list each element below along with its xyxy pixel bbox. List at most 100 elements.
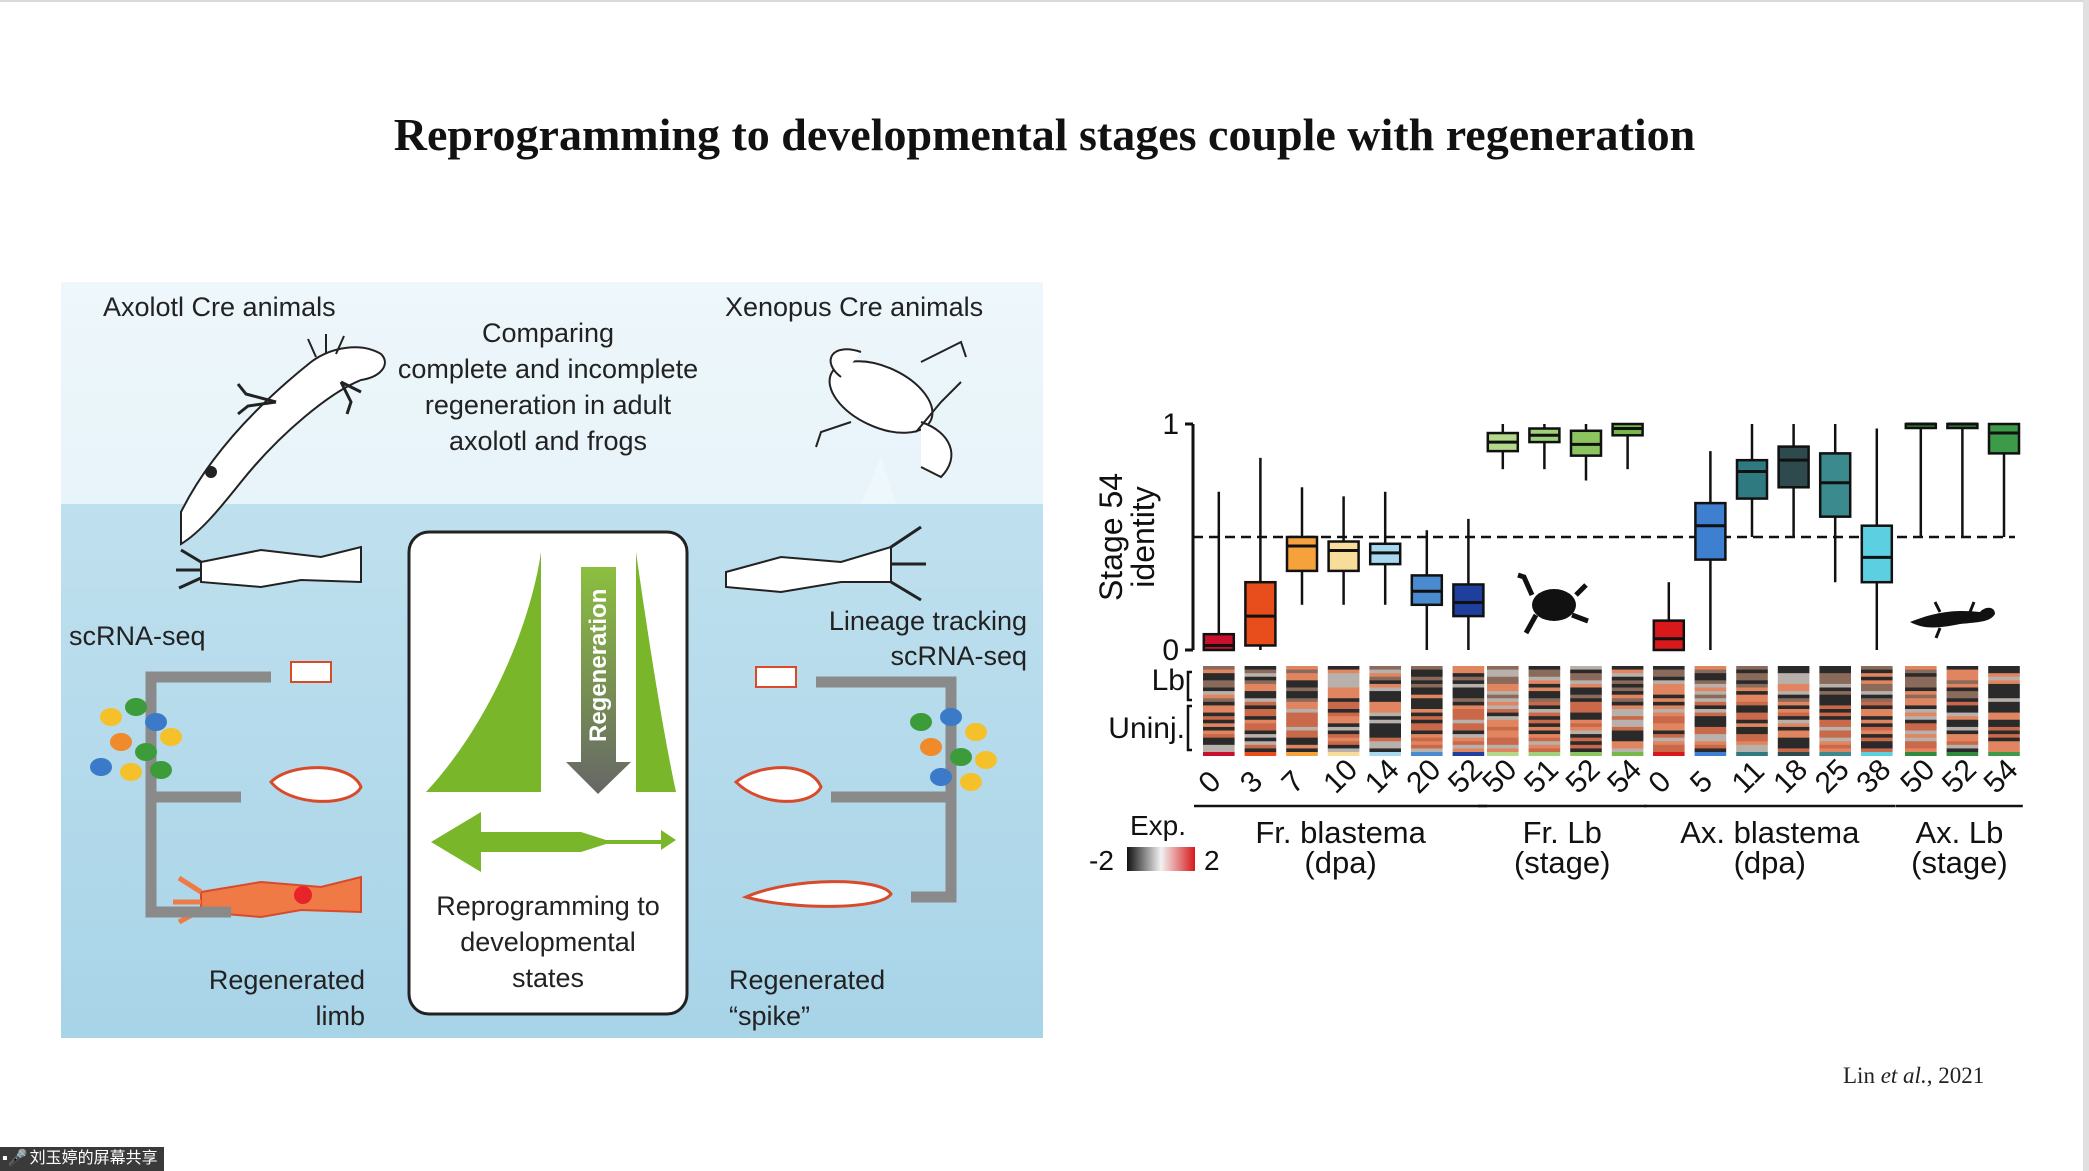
heatmap-cell: [1570, 744, 1602, 749]
heatmap-cell: [1988, 716, 2020, 721]
heatmap-cell: [1244, 716, 1277, 721]
heatmap-cell: [1946, 730, 1979, 735]
heatmap-cell: [1819, 698, 1851, 703]
heatmap-cell: [1736, 680, 1768, 685]
heatmap-cell: [1452, 737, 1485, 742]
heatmap-cell: [1988, 712, 2020, 717]
heatmap-cell: [1905, 716, 1937, 721]
axolotl-icon: [180, 334, 386, 546]
heatmap-cell: [1452, 694, 1485, 699]
heatmap-cell: [1988, 741, 2020, 746]
heatmap-cell: [1411, 726, 1443, 731]
heatmap-cell: [1819, 734, 1851, 739]
heatmap-cell: [1487, 673, 1519, 678]
heatmap-cell: [1736, 744, 1768, 749]
heatmap-color-strip: [1570, 752, 1602, 756]
heatmap-cell: [1203, 698, 1235, 703]
heatmap-cell: [1327, 730, 1360, 735]
heatmap-cell: [1777, 687, 1810, 692]
heatmap-cell: [1411, 698, 1443, 703]
heatmap-cell: [1286, 741, 1318, 746]
heatmap-cell: [1327, 698, 1360, 703]
heatmap-cell: [1861, 744, 1893, 749]
heatmap-cell: [1570, 737, 1602, 742]
heatmap-cell: [1452, 709, 1485, 714]
heatmap-cell: [1203, 694, 1235, 699]
heatmap-cell: [1286, 734, 1318, 739]
heatmap-cell: [1286, 680, 1318, 685]
heatmap-cell: [1369, 712, 1401, 717]
heatmap-column-3-54: [1988, 666, 2020, 756]
heatmap-cell: [1653, 737, 1685, 742]
heatmap-cell: [1286, 723, 1318, 728]
heatmap-cell: [1244, 701, 1277, 706]
heatmap-cell: [1528, 744, 1561, 749]
heatmap-cell: [1905, 680, 1937, 685]
category-label-3-50: 50: [1894, 753, 1941, 800]
heatmap-cell: [1570, 691, 1602, 696]
heatmap-cell: [1487, 716, 1519, 721]
heatmap-cell: [1988, 726, 2020, 731]
box-body: [1652, 619, 1686, 652]
heatmap-cell: [1528, 737, 1561, 742]
heatmap-color-strip: [1411, 752, 1443, 756]
heatmap-cell: [1244, 748, 1277, 753]
heatmap-cell: [1777, 716, 1810, 721]
regenerated-limb-line-1: Regenerated: [209, 965, 365, 995]
heatmap-column-3-50: [1905, 666, 1937, 756]
heatmap-cell: [1988, 705, 2020, 710]
heatmap-cell: [1611, 734, 1644, 739]
heatmap-cell: [1411, 676, 1443, 681]
heatmap-cell: [1244, 691, 1277, 696]
group-label-2-line-1: Ax. blastema: [1680, 815, 1860, 850]
heatmap-cell: [1694, 709, 1727, 714]
heatmap-cell: [1411, 680, 1443, 685]
box-body: [1735, 458, 1769, 500]
heatmap-cell: [1487, 730, 1519, 735]
heatmap-cell: [1452, 748, 1485, 753]
regeneration-wedge-right: [636, 552, 676, 792]
heatmap-cell: [1244, 673, 1277, 678]
heatmap-cell: [1327, 719, 1360, 724]
heatmap-cell: [1203, 701, 1235, 706]
heatmap-cell: [1286, 676, 1318, 681]
heatmap-column-0-7: [1286, 666, 1318, 756]
heatmap-column-1-51: [1528, 666, 1561, 756]
heatmap-cell: [1611, 669, 1644, 674]
heatmap-cell: [1653, 680, 1685, 685]
heatmap-cell: [1369, 730, 1401, 735]
heatmap-cell: [1570, 705, 1602, 710]
heatmap-cell: [1411, 701, 1443, 706]
heatmap-cell: [1286, 666, 1318, 671]
group-label-1-line-2: (stage): [1514, 845, 1610, 880]
heatmap-cell: [1777, 741, 1810, 746]
heatmap-cell: [1528, 734, 1561, 739]
screen-share-badge[interactable]: ▪🎤 刘玉婷的屏幕共享: [0, 1147, 164, 1171]
heatmap-cell: [1244, 709, 1277, 714]
heatmap-cell: [1244, 666, 1277, 671]
heatmap-color-strip: [1861, 752, 1893, 756]
heatmap-cell: [1327, 716, 1360, 721]
heatmap-cell: [1905, 726, 1937, 731]
cell-cluster-left-icon: [90, 698, 182, 781]
xenopus-frog-icon: [815, 340, 967, 479]
heatmap-cell: [1286, 726, 1318, 731]
box-0-52: [1452, 518, 1485, 650]
heatmap-cell: [1736, 669, 1768, 674]
heatmap-cell: [1694, 719, 1727, 724]
heatmap-cell: [1528, 673, 1561, 678]
heatmap-cell: [1653, 741, 1685, 746]
category-label-2-0: 0: [1642, 765, 1677, 800]
heatmap-cell: [1487, 709, 1519, 714]
group-label-2-line-2: (dpa): [1734, 845, 1806, 880]
heatmap-cell: [1819, 694, 1851, 699]
heatmap-cell: [1244, 669, 1277, 674]
heatmap-cell: [1777, 730, 1810, 735]
heatmap-cell: [1487, 669, 1519, 674]
heatmap-cell: [1286, 701, 1318, 706]
frog-blastema-icon: [733, 766, 823, 803]
heatmap-cell: [1203, 726, 1235, 731]
heatmap-cell: [1653, 716, 1685, 721]
